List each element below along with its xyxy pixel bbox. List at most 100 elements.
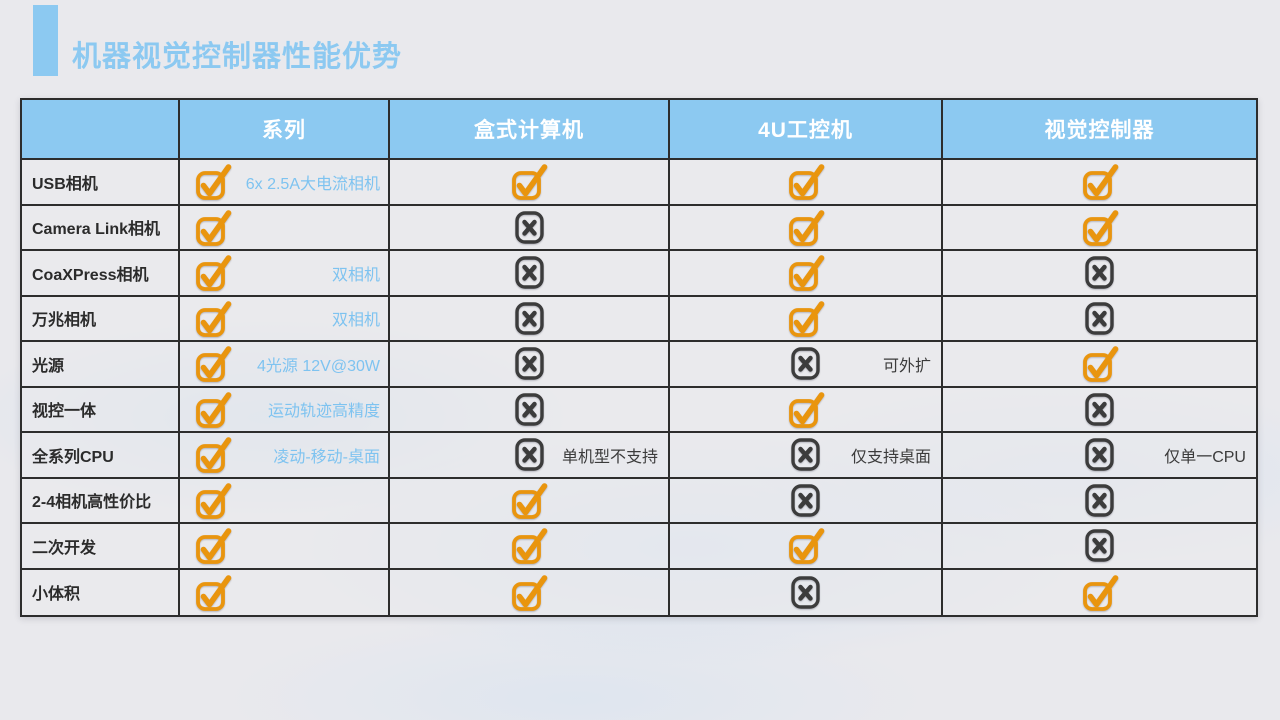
check-icon [194,163,232,201]
table-cell [943,160,1256,206]
check-icon [194,482,232,519]
table-cell [670,478,943,524]
table-cell [390,251,670,297]
cross-icon [514,438,544,471]
check-icon [194,527,232,565]
table-cell: 可外扩 [670,342,943,388]
row-label: 二次开发 [22,524,180,570]
table-cell [390,524,670,570]
table-cell [390,296,670,342]
row-label: 万兆相机 [22,296,180,342]
cross-icon [1085,393,1114,426]
table-cell [180,478,390,524]
row-label: 视控一体 [22,387,180,433]
header-cell-empty [22,100,180,160]
check-icon [787,209,825,246]
header-cell-series: 系列 [180,100,390,160]
check-icon [1081,163,1119,201]
table-cell [390,569,670,615]
check-icon [510,527,548,565]
table-cell [670,524,943,570]
cross-icon [1085,256,1114,289]
row-label: CoaXPress相机 [22,251,180,297]
row-label: Camera Link相机 [22,205,180,251]
cell-note: 可外扩 [882,357,931,375]
table-cell [390,387,670,433]
check-icon [787,254,825,292]
cross-icon [514,347,544,380]
page-title: 机器视觉控制器性能优势 [72,41,403,73]
row-label: 光源 [22,342,180,388]
table-cell [943,296,1256,342]
check-icon [194,209,232,246]
check-icon [194,254,232,292]
check-icon [787,527,825,565]
check-icon [1081,209,1119,246]
table-cell: 4光源 12V@30W [180,342,390,388]
table-cell [390,160,670,206]
table-cell: 双相机 [180,251,390,297]
table-cell [670,569,943,615]
title-accent-bar [33,5,58,76]
table-cell [670,160,943,206]
check-icon [194,300,232,337]
check-icon [1081,574,1119,611]
check-icon [194,391,232,428]
check-icon [510,574,548,611]
table-cell: 仅单一CPU [943,433,1256,479]
row-label: 全系列CPU [22,433,180,479]
cross-icon [514,302,544,335]
table-cell [180,205,390,251]
cell-note: 6x 2.5A大电流相机 [245,175,380,193]
table-cell [670,387,943,433]
table-cell [943,251,1256,297]
table-cell: 单机型不支持 [390,433,670,479]
cross-icon [791,576,820,609]
table-cell [390,478,670,524]
table-cell: 仅支持桌面 [670,433,943,479]
table-cell [670,296,943,342]
table-cell [943,524,1256,570]
cross-icon [791,484,820,517]
table-cell [943,342,1256,388]
header-cell-vision-ctl: 视觉控制器 [943,100,1256,160]
row-label: USB相机 [22,160,180,206]
table-cell [390,205,670,251]
table-cell [943,478,1256,524]
check-icon [510,163,548,201]
cell-note: 双相机 [331,312,380,330]
table-cell [670,205,943,251]
table-cell [390,342,670,388]
cell-note: 仅单一CPU [1164,448,1246,466]
header-cell-box-pc: 盒式计算机 [390,100,670,160]
table-cell [943,387,1256,433]
table-cell: 凌动-移动-桌面 [180,433,390,479]
cross-icon [1085,529,1114,562]
cross-icon [514,256,544,289]
cross-icon [1085,302,1114,335]
cross-icon [1085,484,1114,517]
table-cell: 双相机 [180,296,390,342]
check-icon [787,300,825,337]
row-label: 2-4相机高性价比 [22,478,180,524]
cross-icon [791,347,820,380]
table-cell [180,524,390,570]
cell-note: 双相机 [331,266,380,284]
table-cell [943,205,1256,251]
cross-icon [1085,438,1114,471]
cell-note: 凌动-移动-桌面 [273,448,380,466]
cell-note: 单机型不支持 [561,448,658,466]
cell-note: 仅支持桌面 [850,448,931,466]
cross-icon [514,211,544,244]
check-icon [787,163,825,201]
cell-note: 运动轨迹高精度 [267,403,380,421]
check-icon [787,391,825,428]
check-icon [194,574,232,611]
table-cell: 运动轨迹高精度 [180,387,390,433]
cross-icon [791,438,820,471]
table-cell: 6x 2.5A大电流相机 [180,160,390,206]
table-cell [943,569,1256,615]
cell-note: 4光源 12V@30W [257,357,380,375]
header-cell-4u-ipc: 4U工控机 [670,100,943,160]
